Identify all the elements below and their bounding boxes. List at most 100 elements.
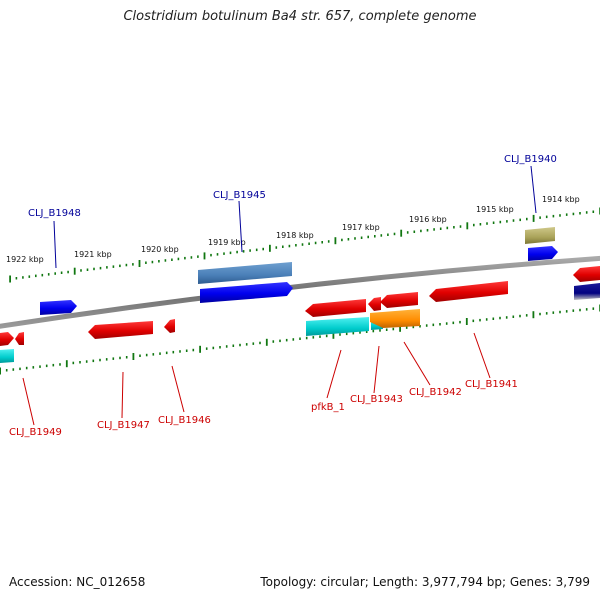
minor-tick [308,242,310,245]
gene-label[interactable]: CLJ_B1940 [504,154,557,165]
gene-clj-b1947[interactable] [88,321,153,339]
gene-clj-b1940[interactable] [528,246,558,261]
minor-tick [245,343,248,346]
minor-tick [432,323,435,327]
minor-tick [252,342,255,345]
minor-tick [419,325,421,328]
minor-tick [365,330,368,333]
minor-tick [393,232,396,236]
minor-tick [592,307,595,310]
minor-tick [22,276,24,279]
gene-label[interactable]: CLJ_B1949 [9,427,62,438]
minor-tick [54,272,56,275]
gene-clj-b1942[interactable] [380,292,418,308]
minor-tick [545,312,548,315]
minor-tick [212,346,215,350]
minor-tick [85,360,88,363]
minor-tick [272,340,275,343]
minor-tick [345,332,348,336]
minor-tick [225,345,228,348]
kbp-label: 1921 kbp [74,250,112,259]
gene-pfkb-1[interactable] [305,299,366,317]
gene-clj-b1945[interactable] [200,282,293,303]
minor-tick [305,336,308,340]
minor-tick [172,350,175,354]
minor-tick [295,244,297,247]
minor-tick [145,353,148,357]
gene-label[interactable]: CLJ_B1948 [28,208,81,219]
minor-tick [151,260,154,264]
major-tick [532,311,535,319]
gene-clj-b1948[interactable] [40,300,77,315]
minor-tick [499,316,501,320]
map-title: Clostridium botulinum Ba4 str. 657, comp… [123,9,477,24]
minor-tick [219,346,221,349]
minor-tick [539,312,541,316]
minor-tick [452,321,455,325]
minor-tick [439,227,442,230]
gene-label[interactable]: CLJ_B1943 [350,394,403,405]
minor-tick [184,256,186,260]
minor-tick [99,358,101,362]
minor-tick [106,266,108,269]
gene-clj-b1945-steel[interactable] [198,262,292,284]
gene-clj-b1946[interactable] [164,319,175,333]
minor-tick [545,215,548,219]
minor-tick [255,248,258,252]
minor-tick [80,269,82,272]
minor-tick [380,234,383,237]
gene-pfkb-1-cyan[interactable] [306,317,369,336]
minor-tick [592,210,595,213]
minor-tick [572,309,575,312]
major-tick [400,229,403,237]
kbp-label: 1916 kbp [409,215,447,224]
minor-tick [385,328,388,331]
gene-label[interactable]: CLJ_B1941 [465,379,518,390]
minor-tick [426,229,429,232]
gene-label[interactable]: CLJ_B1945 [213,190,266,201]
minor-tick [119,356,121,360]
minor-tick [319,335,321,338]
minor-tick [171,258,173,261]
minor-tick [565,310,568,313]
minor-tick [505,316,508,319]
gene-clj-b1940-olive[interactable] [525,227,555,244]
gene-clj-b1949-cyan[interactable] [0,349,14,363]
minor-tick [367,235,369,239]
gene-right-navy[interactable] [574,283,600,300]
minor-tick [492,221,495,224]
minor-tick [12,368,15,371]
minor-tick [445,322,448,325]
major-tick [399,324,401,332]
minor-tick [52,363,55,367]
minor-tick [25,366,28,370]
gene-right-red[interactable] [573,266,600,282]
minor-tick [239,343,241,347]
gene-clj-b1943[interactable] [368,297,381,311]
gene-clj-b1949[interactable] [0,332,14,346]
major-tick [532,214,535,222]
gene-label[interactable]: CLJ_B1946 [158,415,211,426]
minor-tick [177,257,180,261]
minor-tick [152,353,155,356]
minor-tick [139,354,141,357]
gene-label[interactable]: CLJ_B1947 [97,420,150,431]
accession-text: Accession: NC_012658 [9,575,146,589]
minor-tick [190,256,193,259]
gene-label[interactable]: pfkB_1 [311,402,345,413]
gene-label[interactable]: CLJ_B1942 [409,387,462,398]
minor-tick [473,223,475,227]
kbp-label: 1922 kbp [6,255,44,264]
gene-left-small[interactable] [15,332,24,345]
minor-tick [39,365,41,368]
minor-tick [379,329,381,332]
minor-tick [372,329,375,333]
minor-tick [412,325,415,329]
major-tick [465,318,468,325]
minor-tick [359,331,361,334]
gene-clj-b1941[interactable] [429,281,508,302]
major-tick [332,331,335,339]
minor-tick [205,347,208,350]
gene-clj-b1942-orange[interactable] [370,309,420,328]
minor-tick [59,363,61,366]
